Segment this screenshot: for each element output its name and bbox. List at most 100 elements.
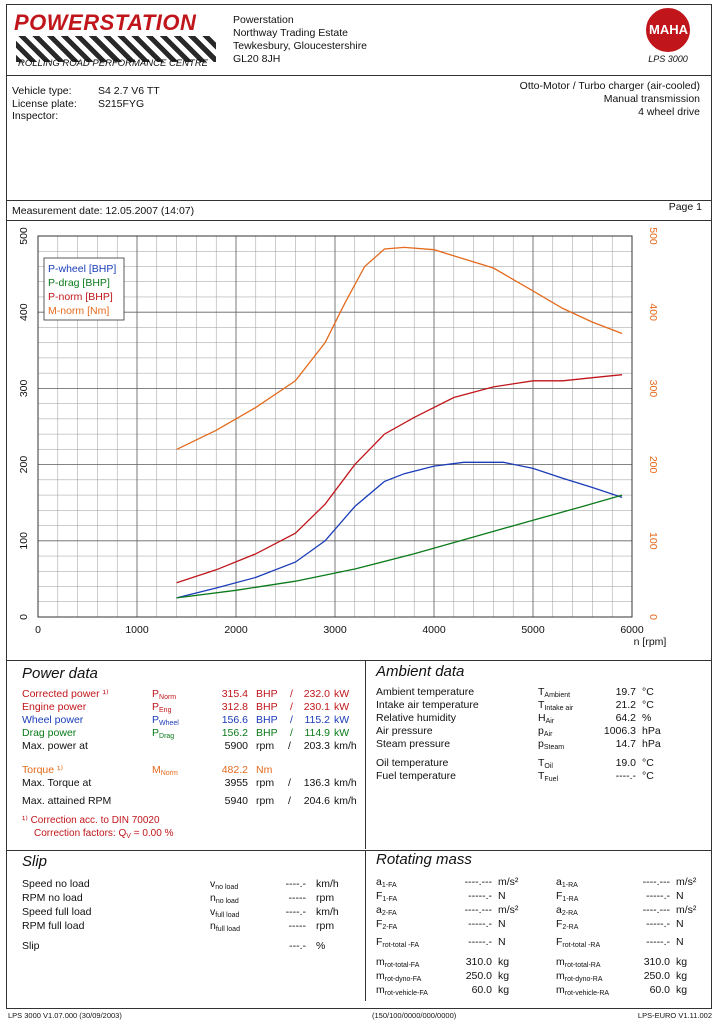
power-row-unit: BHP	[256, 701, 278, 713]
engine-type: Otto-Motor / Turbo charger (air-cooled)	[519, 80, 700, 92]
y-right-tick-label: 500	[647, 227, 659, 245]
ambient-row-unit: °C	[642, 770, 654, 782]
slip-row-value: ----.-	[285, 906, 306, 918]
logo-title: POWERSTATION	[14, 10, 197, 35]
rot-left-symbol: F1-FA	[376, 890, 398, 903]
y-left-tick-label: 0	[18, 614, 30, 620]
slip-title: Slip	[22, 853, 48, 870]
x-tick-label: 1000	[125, 624, 149, 636]
ambient-row-symbol: TIntake air	[538, 699, 574, 712]
power-row-symbol: PWheel	[152, 714, 179, 727]
legend-entry: P-drag [BHP]	[48, 277, 110, 289]
x-axis-label: n [rpm]	[634, 636, 667, 648]
ambient-row-label: Relative humidity	[376, 712, 456, 724]
max-torque-rpm-unit: rpm	[256, 777, 275, 789]
power-row-label: Drag power	[22, 727, 77, 739]
power-row-unit2: kW	[334, 714, 350, 726]
report-sheet	[6, 4, 712, 1009]
ambient-row-symbol: pSteam	[538, 738, 565, 751]
power-row-symbol: PDrag	[152, 727, 175, 740]
slip-row-symbol: vno load	[210, 878, 239, 891]
separator: /	[290, 714, 293, 726]
rot-left-unit: m/s²	[498, 904, 519, 916]
rot-right-symbol: a2-RA	[556, 904, 578, 917]
y-left-tick-label: 400	[18, 303, 30, 321]
checkered-flag-icon	[16, 36, 216, 62]
divider	[6, 75, 712, 76]
rot-right-value: 250.0	[643, 970, 670, 982]
slip-row-value: -----	[288, 892, 306, 904]
rot-left-value: 250.0	[465, 970, 492, 982]
rot-right-unit: kg	[676, 970, 688, 982]
ambient-row-unit: %	[642, 712, 652, 724]
max-rpm-kmh-unit: km/h	[334, 795, 357, 807]
ambient-row-label: Ambient temperature	[376, 686, 475, 698]
powerstation-logo: POWERSTATION	[14, 10, 220, 72]
torque-unit: Nm	[256, 764, 273, 776]
ambient-row-unit: °C	[642, 686, 654, 698]
ambient-row-symbol: TAmbient	[538, 686, 571, 699]
ambient-row-label: Oil temperature	[376, 757, 449, 769]
series-line-2	[176, 374, 623, 584]
slip-row-value: ---.-	[289, 940, 306, 952]
ambient-row-label: Intake air temperature	[376, 699, 479, 711]
y-right-tick-label: 100	[647, 532, 659, 550]
divider	[6, 200, 712, 201]
ambient-row-unit: °C	[642, 699, 654, 711]
rot-right-value: -----.-	[646, 936, 670, 948]
license-plate-label: License plate:	[12, 97, 77, 110]
slip-row-label: Speed no load	[22, 878, 90, 890]
chart-series	[176, 246, 623, 599]
separator: /	[290, 701, 293, 713]
power-row-value: 5900	[224, 740, 248, 752]
ambient-row-unit: °C	[642, 757, 654, 769]
rot-right-value: -----.-	[646, 890, 670, 902]
power-row-value2: 115.2	[304, 714, 331, 726]
rot-left-symbol: mrot-vehicle-FA	[376, 984, 428, 997]
dyno-chart: 0 1000 2000 3000 4000 5000 6000010020030040050…	[18, 227, 667, 648]
power-row-unit2: kW	[334, 701, 350, 713]
power-row-value2: 114.9	[304, 727, 331, 739]
rot-left-value: ----.---	[464, 904, 492, 916]
slip-row-symbol: vfull load	[210, 906, 240, 919]
rot-left-unit: N	[498, 890, 506, 902]
rot-left-unit: kg	[498, 970, 510, 982]
column-divider	[365, 851, 366, 1001]
rot-right-symbol: a1-RA	[556, 876, 578, 889]
page-number: Page 1	[668, 201, 702, 213]
rot-left-symbol: F2-FA	[376, 918, 398, 931]
rot-left-symbol: a1-FA	[376, 876, 397, 889]
slip-row-label: RPM full load	[22, 920, 85, 932]
license-plate-value: S215FYG	[98, 97, 145, 110]
rot-left-unit: kg	[498, 984, 510, 996]
torque-symbol: MNorm	[152, 764, 178, 777]
rot-right-unit: N	[676, 890, 684, 902]
slip-row-label: Speed full load	[22, 906, 92, 918]
ambient-row-value: 14.7	[615, 738, 636, 750]
power-row-value: 312.8	[221, 701, 248, 713]
rotating-mass-title: Rotating mass	[376, 851, 472, 868]
ambient-row-label: Fuel temperature	[376, 770, 456, 782]
max-torque-kmh: 136.3	[303, 777, 330, 789]
power-row-unit2: kW	[334, 727, 350, 739]
rot-right-unit: m/s²	[676, 904, 697, 916]
power-row-value2: 203.3	[303, 740, 330, 752]
rot-right-symbol: Frot-total -RA	[556, 936, 601, 949]
slip-row-label: RPM no load	[22, 892, 83, 904]
power-row-unit: BHP	[256, 727, 278, 739]
rot-left-value: 310.0	[465, 956, 492, 968]
power-row-value: 315.4	[221, 688, 248, 700]
power-row-label: Wheel power	[22, 714, 84, 726]
rot-left-value: -----.-	[468, 936, 492, 948]
slip-row-unit: rpm	[316, 920, 335, 932]
rot-right-unit: kg	[676, 956, 688, 968]
separator: /	[290, 727, 293, 739]
column-divider	[365, 661, 366, 849]
y-left-tick-label: 200	[18, 456, 30, 474]
y-right-tick-label: 400	[647, 303, 659, 321]
power-row-value2: 230.1	[303, 701, 330, 713]
ambient-row-value: 19.7	[615, 686, 636, 698]
legend-box	[43, 257, 125, 321]
measurement-date: Measurement date: 12.05.2007 (14:07)	[12, 205, 195, 217]
ambient-row-unit: hPa	[642, 725, 661, 737]
